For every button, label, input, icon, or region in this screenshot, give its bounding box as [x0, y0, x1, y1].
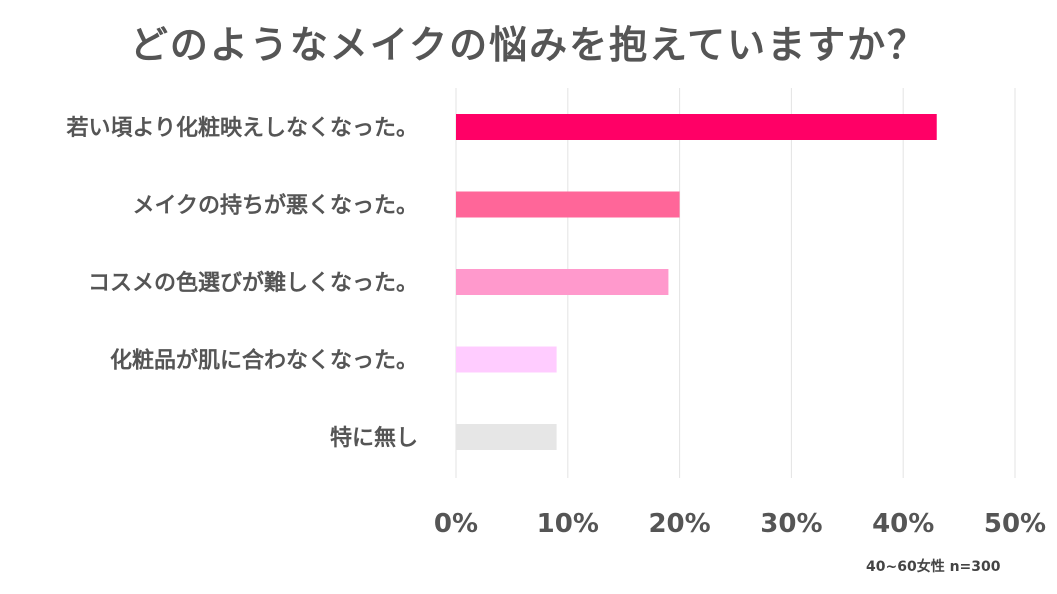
category-labels: 若い頃より化粧映えしなくなった。メイクの持ちが悪くなった。コスメの色選びが難しく… [66, 115, 418, 451]
category-label: コスメの色選びが難しくなった。 [88, 270, 418, 296]
category-label: メイクの持ちが悪くなった。 [132, 193, 418, 219]
bar [456, 424, 557, 450]
x-tick-label: 40% [872, 509, 934, 539]
chart-title: どのようなメイクの悩みを抱えていますか？ [129, 23, 928, 67]
x-tick-label: 50% [984, 509, 1046, 539]
bar [456, 269, 669, 295]
category-label: 化粧品が肌に合わなくなった。 [110, 348, 418, 374]
sample-note: 40~60女性 n=300 [866, 559, 1001, 575]
x-tick-label: 30% [760, 509, 822, 539]
x-tick-labels: 0% 10% 20% 30% 40% 50% [434, 509, 1046, 539]
x-tick-label: 20% [648, 509, 710, 539]
x-tick-label: 0% [434, 509, 478, 539]
category-label: 若い頃より化粧映えしなくなった。 [66, 115, 418, 141]
bar [456, 191, 680, 218]
bars [456, 114, 937, 450]
bar [456, 114, 937, 140]
bar [456, 346, 557, 373]
category-label: 特に無し [330, 425, 418, 451]
x-tick-label: 10% [537, 509, 599, 539]
